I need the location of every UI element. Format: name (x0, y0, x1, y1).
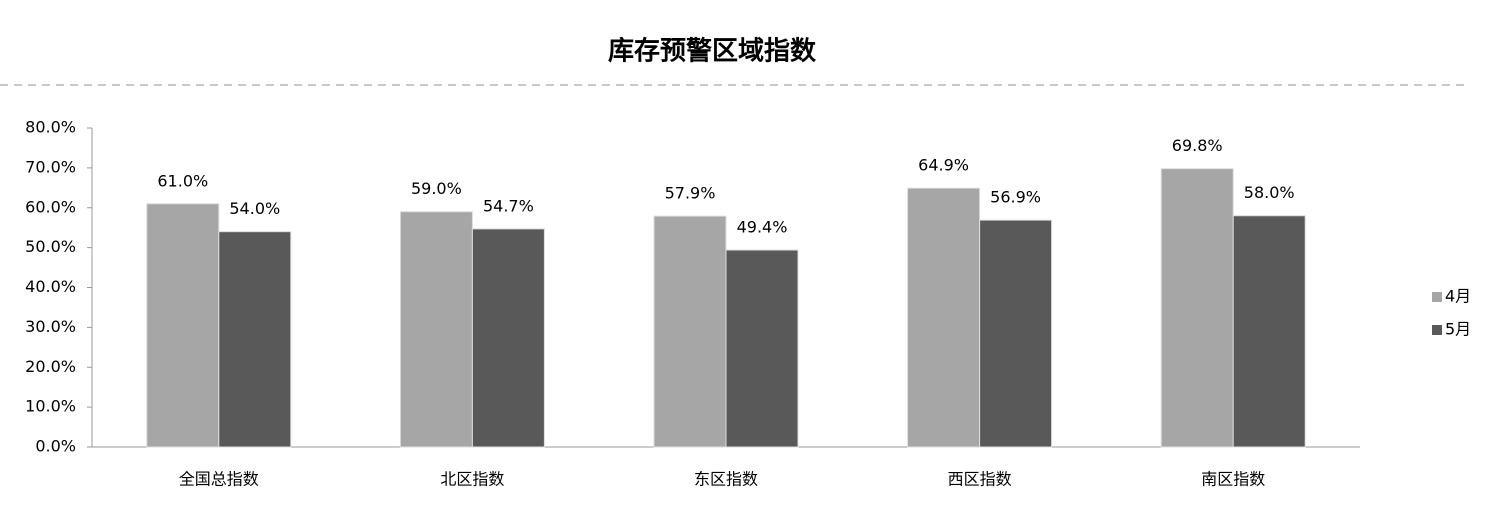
y-tick-label: 70.0% (25, 157, 76, 176)
legend-swatch (1432, 325, 1442, 335)
value-label: 61.0% (157, 171, 208, 190)
bar (1160, 168, 1234, 448)
value-label: 59.0% (411, 179, 462, 198)
chart-title: 库存预警区域指数 (608, 36, 817, 67)
x-tick-label: 西区指数 (948, 470, 1012, 489)
bar (725, 249, 799, 448)
bar (907, 187, 981, 448)
bar (399, 211, 473, 448)
bar (471, 228, 545, 448)
value-label: 54.0% (229, 199, 280, 218)
value-label: 57.9% (665, 184, 716, 203)
bar (218, 231, 292, 448)
y-tick-label: 20.0% (25, 357, 76, 376)
y-tick-label: 50.0% (25, 237, 76, 256)
x-tick-label: 东区指数 (694, 470, 758, 489)
bar (146, 203, 220, 448)
y-tick-label: 0.0% (35, 437, 76, 456)
value-label: 54.7% (483, 196, 534, 215)
y-tick-label: 60.0% (25, 197, 76, 216)
y-tick-label: 80.0% (25, 118, 76, 137)
value-label: 56.9% (990, 188, 1041, 207)
value-label: 69.8% (1172, 136, 1223, 155)
y-tick-label: 10.0% (25, 397, 76, 416)
bar (1232, 215, 1306, 448)
value-label: 58.0% (1244, 183, 1295, 202)
legend-swatch (1432, 292, 1442, 302)
x-tick-label: 北区指数 (440, 470, 504, 489)
value-label: 64.9% (918, 156, 969, 175)
bar (653, 215, 727, 448)
legend-label: 4月 (1445, 287, 1471, 306)
legend-label: 5月 (1445, 320, 1471, 339)
value-label: 49.4% (737, 218, 788, 237)
bar (979, 219, 1053, 448)
y-tick-label: 40.0% (25, 277, 76, 296)
y-tick-label: 30.0% (25, 317, 76, 336)
x-tick-label: 全国总指数 (179, 470, 259, 489)
x-tick-label: 南区指数 (1201, 470, 1265, 489)
